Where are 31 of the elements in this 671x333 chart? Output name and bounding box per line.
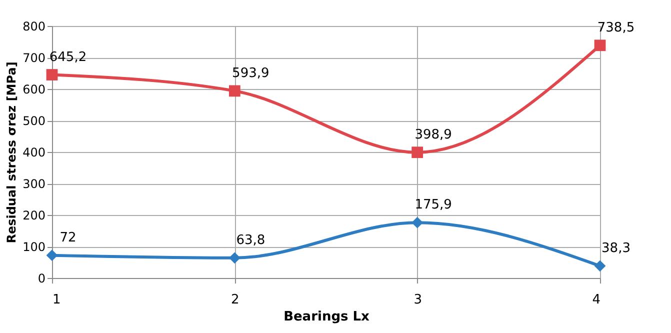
data-label: 63,8 (236, 232, 266, 248)
y-tick-label: 100 (22, 240, 46, 254)
data-label: 38,3 (602, 240, 630, 256)
point (594, 40, 606, 52)
point (228, 252, 240, 264)
point (412, 146, 424, 158)
x-tick-label: 4 (592, 292, 600, 308)
point (412, 216, 424, 228)
y-tick-label: 700 (22, 51, 46, 65)
data-label: 72 (60, 230, 76, 246)
y-tick-label: 800 (22, 20, 46, 34)
data-label: 398,9 (414, 127, 452, 142)
data-label: 645,2 (49, 50, 87, 65)
y-tick-label: 600 (22, 82, 46, 96)
y-tick-label: 500 (22, 114, 46, 128)
y-tick-label: 0 (38, 272, 46, 286)
point (228, 85, 240, 97)
x-tick-label: 3 (414, 292, 422, 308)
y-tick-label: 200 (22, 208, 46, 222)
x-axis-title: Bearings Lx (284, 310, 370, 324)
point (46, 69, 58, 80)
x-tick-label: 1 (52, 292, 61, 308)
x-tick-label: 2 (231, 292, 240, 308)
data-label: 593,9 (232, 66, 270, 81)
point (594, 260, 606, 272)
data-label: 738,5 (597, 20, 635, 36)
data-label: 175,9 (414, 198, 452, 213)
y-axis-title: Residual stress σrez [MPa] (4, 62, 19, 244)
y-tick-label: 400 (22, 146, 46, 160)
y-tick-label: 300 (22, 177, 46, 191)
point (46, 250, 58, 262)
